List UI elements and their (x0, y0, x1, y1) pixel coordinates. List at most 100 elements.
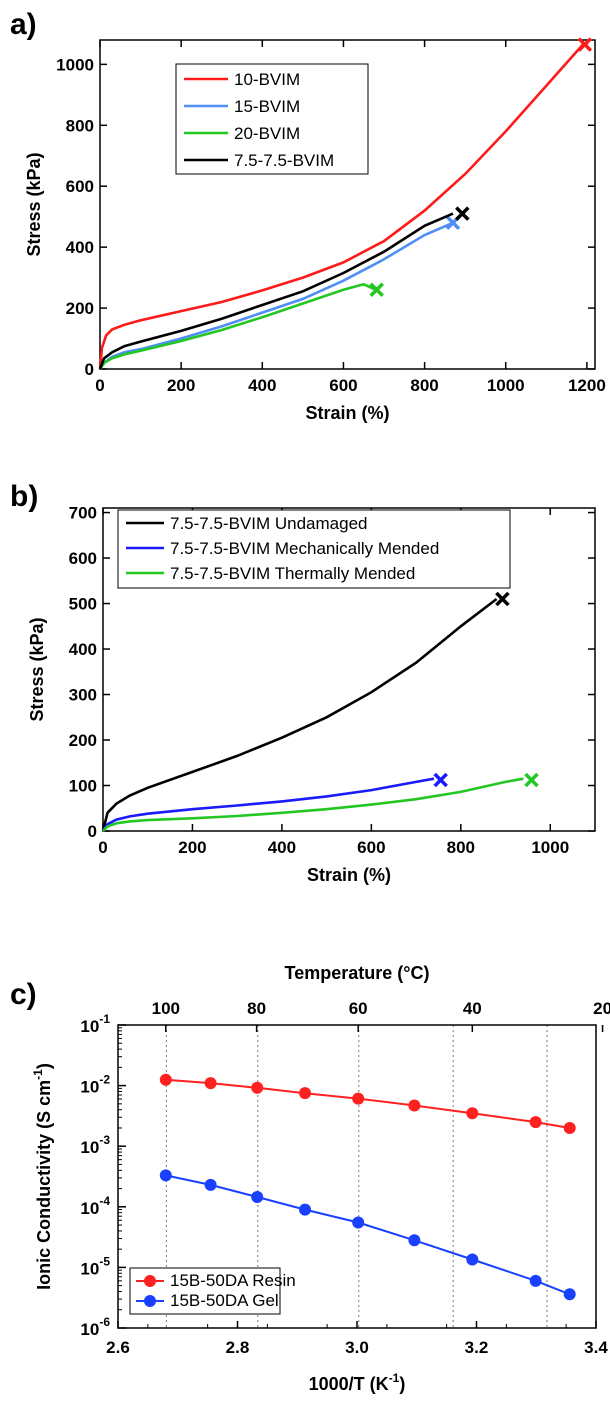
chart-b-break-marker-2 (524, 772, 539, 788)
chart-b-series-line-1 (101, 777, 435, 832)
chart-b-y-axis-title: Stress (kPa) (27, 617, 47, 721)
chart-b-y-tick-label: 700 (69, 504, 97, 523)
chart-c-y-tick-base: 10 (80, 1017, 99, 1036)
chart-c-data-point-1 (204, 1178, 217, 1191)
chart-a-x-tick-label: 800 (410, 376, 438, 395)
chart-c-legend-label-1: 15B-50DA Gel (170, 1291, 279, 1310)
chart-c-y-axis-title: Ionic Conductivity (S cm-1) (31, 1063, 54, 1290)
chart-c-legend-box (129, 1267, 281, 1315)
chart-c-x-axis-title-main: 1000/T (K (309, 1374, 389, 1394)
chart-a-legend: 10-BVIM 15-BVIM 20-BVIM 7.5-7.5-BVIM (175, 63, 369, 175)
chart-c-y-tick-exp: -6 (99, 1315, 110, 1329)
chart-c-y-tick-exp: -4 (99, 1194, 110, 1208)
chart-c-data-point-1 (466, 1253, 479, 1266)
chart-c-y-axis-title-sup: -1 (31, 1069, 45, 1080)
panel-b-label: b) (10, 480, 39, 513)
chart-c-x-tick-label: 2.8 (226, 1338, 250, 1357)
chart-c-top-tick-label: 80 (247, 999, 266, 1018)
chart-c-data-point-0 (352, 1092, 365, 1105)
chart-c-x-tick-label: 3.4 (584, 1338, 608, 1357)
chart-a-y-tick-label: 1000 (56, 55, 94, 74)
chart-c-data-point-0 (204, 1077, 217, 1090)
chart-c-y-tick-base: 10 (80, 1259, 99, 1278)
chart-b-x-tick-label: 600 (357, 838, 385, 857)
chart-a-break-marker-0 (577, 37, 593, 52)
chart-b-y-tick-label: 400 (69, 640, 97, 659)
chart-c-y-tick-base: 10 (80, 1320, 99, 1339)
chart-b-series-line-2 (102, 777, 524, 832)
chart-b: 0 200 400 600 800 1000 0 100 200 300 400 500 600 700 S… (27, 504, 596, 885)
chart-b-y-tick-label: 500 (69, 595, 97, 614)
chart-c: 2.6 2.8 3.0 3.2 3.4 100 80 60 40 20 Temperature (°… (31, 963, 610, 1394)
chart-c-top-tick-label: 60 (349, 999, 368, 1018)
chart-c-y-tick-label: 10-2 (80, 1073, 110, 1097)
chart-c-legend-swatch-marker-0 (144, 1275, 156, 1287)
chart-b-y-tick-label: 600 (69, 549, 97, 568)
chart-a-x-tick-label: 0 (95, 376, 104, 395)
chart-c-y-tick-label: 10-6 (80, 1315, 110, 1339)
chart-a-break-marker-3 (455, 206, 470, 221)
chart-c-y-tick-base: 10 (80, 1138, 99, 1157)
chart-a-series-line-2 (98, 282, 377, 370)
chart-a-y-axis-title: Stress (kPa) (24, 152, 44, 256)
chart-c-y-tick-exp: -1 (99, 1012, 110, 1026)
panel-a: a) 0 200 400 600 800 1000 1200 0 200 400 600 800 100… (0, 0, 610, 440)
chart-b-x-tick-label: 400 (268, 838, 296, 857)
chart-c-x-tick-label: 2.6 (106, 1338, 130, 1357)
chart-c-data-point-1 (159, 1169, 172, 1182)
chart-c-data-point-1 (408, 1234, 421, 1247)
chart-a-y-tick-label: 800 (66, 116, 94, 135)
chart-a-y-tick-label: 200 (66, 299, 94, 318)
chart-c-data-point-1 (563, 1288, 576, 1301)
chart-a-x-tick-label: 600 (329, 376, 357, 395)
chart-a-x-tick-label: 400 (248, 376, 276, 395)
chart-a-y-tick-label: 600 (66, 177, 94, 196)
chart-b-y-tick-label: 300 (69, 686, 97, 705)
chart-c-y-tick-base: 10 (80, 1078, 99, 1097)
chart-b-legend-label-0: 7.5-7.5-BVIM Undamaged (170, 514, 368, 533)
chart-a-legend-label-0: 10-BVIM (234, 70, 300, 89)
chart-c-data-point-0 (408, 1099, 421, 1112)
chart-a-x-tick-label: 200 (167, 376, 195, 395)
chart-b-x-tick-label: 800 (447, 838, 475, 857)
chart-a-legend-box (175, 63, 369, 175)
panel-c-label: c) (10, 978, 37, 1011)
chart-c-y-tick-label: 10-1 (80, 1012, 110, 1036)
chart-b-y-tick-label: 0 (88, 822, 97, 841)
chart-c-data-point-0 (529, 1116, 542, 1129)
chart-a-legend-label-2: 20-BVIM (234, 124, 300, 143)
chart-c-top-tick-label: 100 (152, 999, 180, 1018)
chart-a-x-tick-label: 1200 (568, 376, 606, 395)
chart-b-legend-box (117, 509, 511, 589)
chart-c-legend-label-0: 15B-50DA Resin (170, 1271, 296, 1290)
chart-b-y-tick-label: 100 (69, 777, 97, 796)
chart-c-y-tick-label: 10-4 (80, 1194, 110, 1218)
chart-c-x-axis-title-end: ) (399, 1374, 405, 1394)
chart-c-top-tick-label: 40 (463, 999, 482, 1018)
chart-a-plot-frame (99, 39, 596, 370)
panel-c: c) 2.6 2.8 3.0 3.2 3.4 100 80 60 40 20 Temperature… (0, 920, 610, 1407)
chart-a-x-tick-label: 1000 (487, 376, 525, 395)
chart-b-x-tick-label: 1000 (531, 838, 569, 857)
chart-b-x-tick-label: 200 (178, 838, 206, 857)
chart-a-y-tick-label: 400 (66, 238, 94, 257)
chart-b-series-line-0 (101, 597, 498, 832)
chart-b-x-tick-label: 0 (98, 838, 107, 857)
chart-c-series-line-0 (165, 1078, 570, 1129)
chart-a-series-line-1 (98, 221, 454, 370)
chart-b-y-tick-label: 200 (69, 731, 97, 750)
chart-b-legend-label-2: 7.5-7.5-BVIM Thermally Mended (170, 564, 415, 583)
chart-a-legend-label-3: 7.5-7.5-BVIM (234, 151, 334, 170)
chart-c-data-point-0 (299, 1087, 312, 1100)
chart-c-data-point-0 (563, 1121, 576, 1134)
chart-c-data-point-1 (251, 1191, 264, 1204)
chart-a-break-marker-2 (369, 282, 384, 298)
chart-c-top-tick-label: 20 (593, 999, 610, 1018)
chart-b-legend-label-1: 7.5-7.5-BVIM Mechanically Mended (170, 539, 439, 558)
chart-c-y-tick-exp: -2 (99, 1073, 110, 1087)
chart-b-break-marker-1 (433, 772, 448, 788)
chart-c-y-tick-base: 10 (80, 1199, 99, 1218)
chart-c-x-axis-title-sup: -1 (389, 1371, 400, 1385)
chart-b-plot-frame (102, 507, 596, 832)
